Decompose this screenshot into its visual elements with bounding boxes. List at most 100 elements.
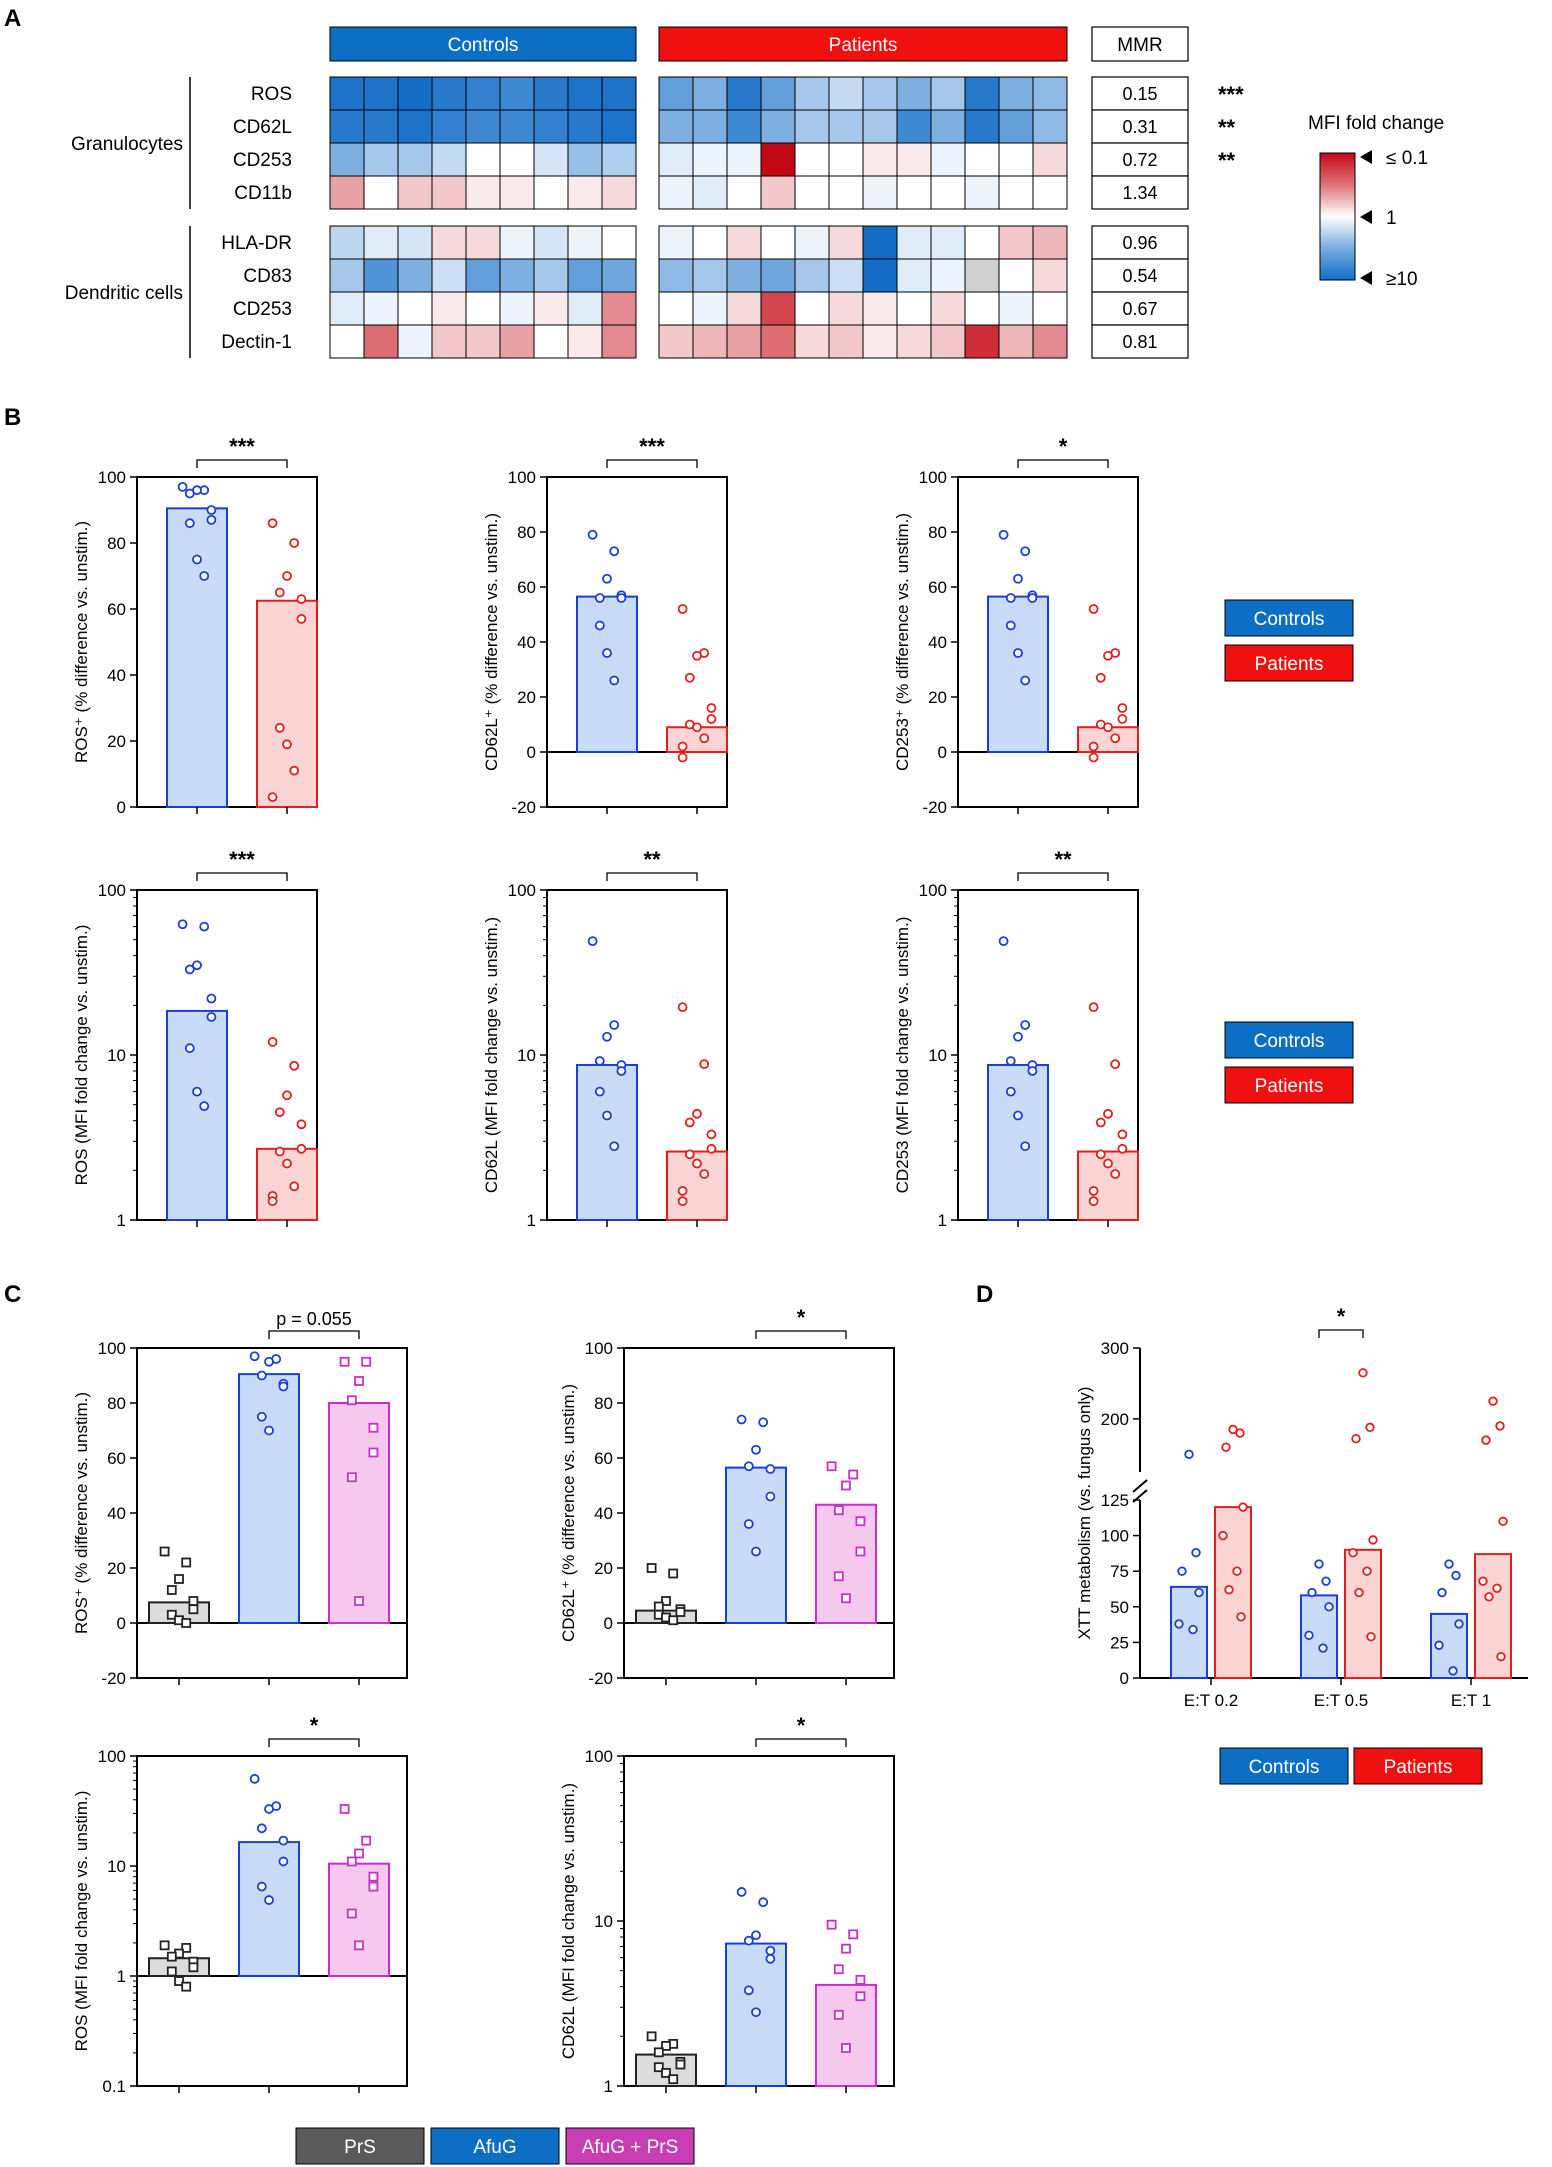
data-point xyxy=(1088,1002,1099,1013)
heatmap-cell-controls xyxy=(363,324,399,359)
data-point xyxy=(1194,1587,1204,1598)
data-point xyxy=(1088,752,1099,763)
data-point xyxy=(289,1181,300,1192)
data-point xyxy=(848,1929,859,1940)
heatmap-significance: *** xyxy=(1218,82,1244,107)
data-point xyxy=(765,1464,776,1474)
y-tick-label: 200 xyxy=(1101,1410,1129,1429)
y-tick-label: 80 xyxy=(517,523,536,542)
heatmap-cell-patients xyxy=(726,76,762,111)
data-point xyxy=(668,2074,679,2085)
data-point xyxy=(256,1370,267,1381)
y-tick-label: -20 xyxy=(922,798,947,817)
heatmap-cell-patients xyxy=(930,324,966,359)
data-point xyxy=(1444,1559,1454,1569)
y-tick-label: 10 xyxy=(594,1912,613,1931)
heatmap-cell-patients xyxy=(760,76,796,111)
bar xyxy=(166,1009,228,1222)
data-point xyxy=(616,593,627,603)
heatmap-cell-patients xyxy=(692,258,728,293)
data-point xyxy=(602,573,612,584)
data-point xyxy=(264,1895,274,1905)
heatmap-cell-controls xyxy=(499,225,535,260)
heatmap-cell-patients xyxy=(862,109,898,144)
data-point xyxy=(296,614,307,624)
heatmap-cell-controls xyxy=(363,109,399,144)
y-tick-label: 100 xyxy=(1101,1527,1129,1546)
panel-label-c: C xyxy=(4,1281,21,1308)
heatmap-cell-patients xyxy=(930,225,966,260)
heatmap-marker-label: ROS xyxy=(251,84,292,105)
heatmap-mmr-cell xyxy=(1091,258,1189,293)
data-point xyxy=(1437,1587,1447,1598)
heatmap-cell-patients xyxy=(760,175,796,210)
data-point xyxy=(765,1491,776,1502)
y-tick-label: 40 xyxy=(928,633,947,652)
bar xyxy=(576,1063,638,1222)
data-point xyxy=(159,1546,170,1557)
significance-label: *** xyxy=(229,847,255,872)
data-point xyxy=(1027,593,1038,603)
y-tick-label: 40 xyxy=(107,1504,126,1523)
y-tick-label: -20 xyxy=(511,798,536,817)
data-point xyxy=(1095,672,1106,683)
data-point xyxy=(1005,593,1016,603)
data-point xyxy=(192,1086,202,1097)
heatmap-cell-controls xyxy=(329,291,365,326)
data-point xyxy=(609,1020,620,1030)
data-point xyxy=(166,1966,177,1977)
heatmap-cell-patients xyxy=(828,258,864,293)
data-point xyxy=(192,960,202,971)
data-point xyxy=(184,488,195,499)
y-tick-label: 40 xyxy=(107,666,126,685)
data-point xyxy=(1232,1566,1242,1576)
heatmap-cell-patients xyxy=(794,109,830,144)
y-tick-label: -20 xyxy=(101,1669,126,1688)
heatmap-mmr-value: 0.67 xyxy=(1122,299,1157,319)
heatmap-cell-controls xyxy=(533,142,569,177)
heatmap-cell-patients xyxy=(998,324,1034,359)
heatmap-cell-patients xyxy=(1032,175,1068,210)
significance-label: * xyxy=(1059,434,1068,459)
heatmap-cell-controls xyxy=(499,324,535,359)
y-tick-label: 0 xyxy=(1120,1669,1129,1688)
legend-patients-label: Patients xyxy=(1384,1757,1453,1778)
heatmap-cell-patients xyxy=(794,175,830,210)
y-tick-label: 100 xyxy=(585,1339,613,1358)
data-point xyxy=(661,2040,671,2051)
y-tick-label: 100 xyxy=(98,881,126,900)
data-point xyxy=(267,1037,278,1047)
data-point xyxy=(758,1897,769,1908)
bar xyxy=(1170,1585,1208,1680)
chart-c2: -20 0 20 40 60 80 100 CD62L⁺ (% difference vs. … xyxy=(559,1305,895,1688)
heatmap-cell-controls xyxy=(431,258,467,293)
data-point xyxy=(274,1146,285,1157)
data-point xyxy=(609,546,620,557)
y-axis-label: ROS⁺ (% difference vs. unstim.) xyxy=(72,1392,91,1634)
data-point xyxy=(181,1981,192,1992)
heatmap-cell-patients xyxy=(930,291,966,326)
bar xyxy=(238,1373,300,1624)
y-tick-label: 1 xyxy=(938,1211,947,1230)
heatmap-cell-controls xyxy=(329,175,365,210)
data-point xyxy=(677,741,688,752)
data-point xyxy=(743,1985,754,1996)
x-tick-label: E:T 0.2 xyxy=(1184,1691,1239,1710)
legend-controls-label: Controls xyxy=(1254,609,1325,630)
heatmap-cell-controls xyxy=(601,142,637,177)
significance-bracket xyxy=(755,1330,847,1339)
data-point xyxy=(274,722,285,733)
y-tick-label: 0 xyxy=(604,1614,613,1633)
y-tick-label: 60 xyxy=(517,578,536,597)
heatmap-cell-patients xyxy=(794,142,830,177)
heatmap-cell-controls xyxy=(567,175,603,210)
data-point xyxy=(1448,1666,1458,1676)
heatmap-cell-patients xyxy=(896,225,932,260)
data-point xyxy=(1492,1583,1502,1593)
heatmap-cell-patients xyxy=(692,109,728,144)
heatmap-scale-arrow xyxy=(1360,271,1372,285)
heatmap-cell-patients xyxy=(692,142,728,177)
data-point xyxy=(199,571,210,581)
data-point xyxy=(1304,1630,1314,1640)
heatmap-cell-patients xyxy=(794,225,830,260)
